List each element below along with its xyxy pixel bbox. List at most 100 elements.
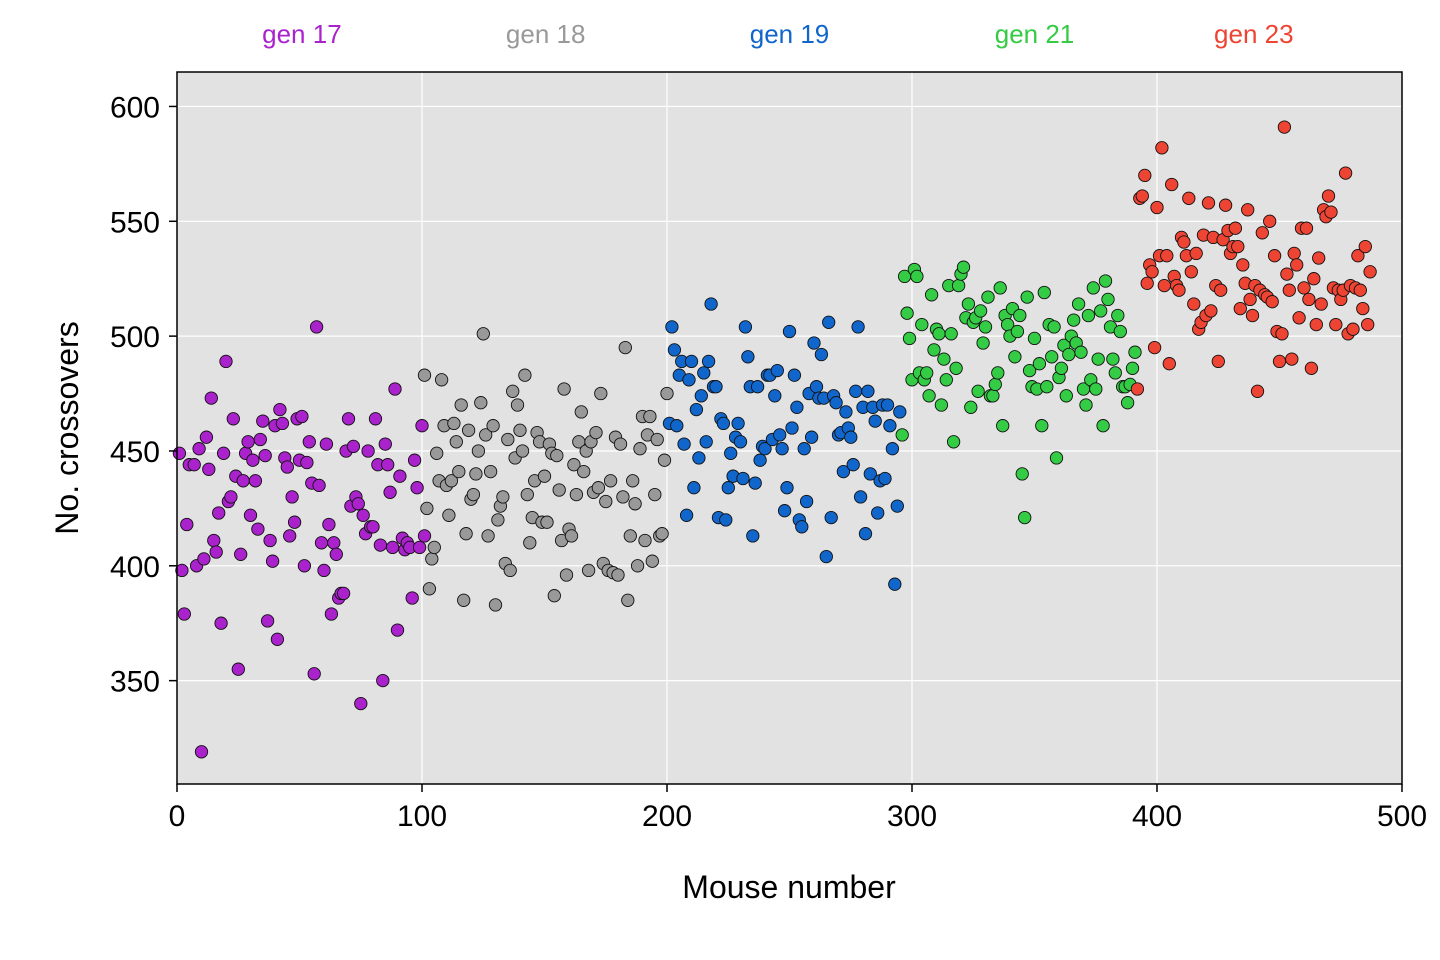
data-point: [694, 389, 708, 403]
data-point: [991, 366, 1005, 380]
y-tick-label: 350: [110, 666, 160, 699]
data-point: [425, 552, 439, 566]
data-point: [895, 428, 909, 442]
data-point: [581, 563, 596, 578]
data-point: [479, 428, 493, 442]
data-point: [537, 469, 552, 483]
data-point: [1037, 285, 1051, 300]
data-point: [787, 368, 802, 382]
data-point: [1172, 283, 1186, 297]
data-point: [679, 508, 694, 522]
data-point: [1135, 189, 1149, 203]
data-point: [417, 368, 432, 382]
data-point: [719, 513, 733, 527]
data-point: [457, 593, 471, 607]
data-point: [932, 327, 946, 341]
data-point: [971, 384, 985, 398]
data-point: [1292, 311, 1306, 325]
data-point: [648, 487, 662, 502]
data-point: [442, 508, 456, 522]
data-point: [327, 536, 341, 550]
data-point: [523, 536, 537, 550]
data-point: [1147, 340, 1162, 355]
data-point: [383, 485, 397, 499]
x-tick-label: 300: [887, 800, 937, 833]
data-point: [1287, 246, 1301, 261]
data-point: [1189, 246, 1203, 261]
data-point: [520, 487, 534, 502]
data-point: [770, 363, 784, 378]
data-point: [336, 586, 351, 601]
data-point: [621, 593, 635, 607]
data-point: [618, 340, 632, 355]
group-label: gen 23: [1214, 19, 1294, 49]
data-point: [758, 442, 772, 456]
data-point: [283, 529, 297, 543]
data-point: [351, 497, 365, 511]
data-point: [518, 368, 532, 382]
data-point: [417, 529, 432, 543]
data-point: [1113, 324, 1127, 339]
data-point: [574, 405, 588, 419]
data-point: [407, 453, 422, 467]
data-point: [1010, 324, 1025, 339]
data-point: [329, 547, 343, 561]
data-point: [381, 458, 395, 472]
data-point: [1272, 354, 1287, 369]
data-point: [804, 430, 819, 444]
data-point: [557, 382, 571, 396]
data-point: [312, 478, 326, 493]
data-point: [988, 377, 1002, 392]
data-point: [1255, 226, 1269, 240]
data-point: [1314, 297, 1328, 311]
data-point: [1361, 317, 1375, 332]
data-point: [1312, 251, 1326, 265]
group-label: gen 18: [506, 19, 586, 49]
data-point: [1307, 272, 1321, 286]
y-tick-label: 500: [110, 321, 160, 354]
data-point: [657, 453, 672, 467]
data-point: [1211, 354, 1225, 369]
data-point: [699, 435, 713, 449]
data-point: [1282, 283, 1296, 297]
data-point: [297, 559, 312, 573]
data-point: [880, 398, 895, 412]
data-point: [961, 297, 976, 311]
data-point: [552, 483, 566, 497]
data-point: [1285, 352, 1299, 366]
data-point: [393, 469, 407, 483]
data-point: [1160, 249, 1174, 263]
data-point: [513, 423, 527, 437]
data-point: [410, 481, 424, 495]
data-point: [981, 290, 995, 304]
y-tick-label: 550: [110, 206, 160, 239]
data-point: [1035, 419, 1049, 433]
data-point: [444, 474, 459, 488]
data-point: [1096, 419, 1110, 433]
data-point: [829, 396, 843, 410]
data-point: [1358, 239, 1372, 254]
data-point: [944, 327, 958, 341]
data-point: [993, 281, 1007, 295]
data-point: [868, 414, 882, 428]
data-point: [1049, 451, 1064, 465]
data-point: [503, 563, 517, 578]
data-point: [1241, 203, 1255, 217]
data-point: [1130, 382, 1145, 396]
data-point: [670, 419, 684, 433]
data-point: [1140, 276, 1154, 290]
data-point: [773, 428, 787, 442]
data-point: [1098, 274, 1113, 288]
data-point: [746, 529, 760, 543]
data-point: [1245, 308, 1260, 323]
data-point: [1324, 205, 1338, 219]
data-point: [273, 402, 287, 417]
data-point: [569, 487, 584, 502]
data-point: [1177, 235, 1191, 249]
data-point: [956, 260, 971, 274]
data-point: [246, 453, 260, 467]
data-point: [1027, 331, 1042, 346]
data-point: [611, 568, 625, 582]
data-point: [476, 327, 490, 341]
data-point: [452, 464, 466, 479]
